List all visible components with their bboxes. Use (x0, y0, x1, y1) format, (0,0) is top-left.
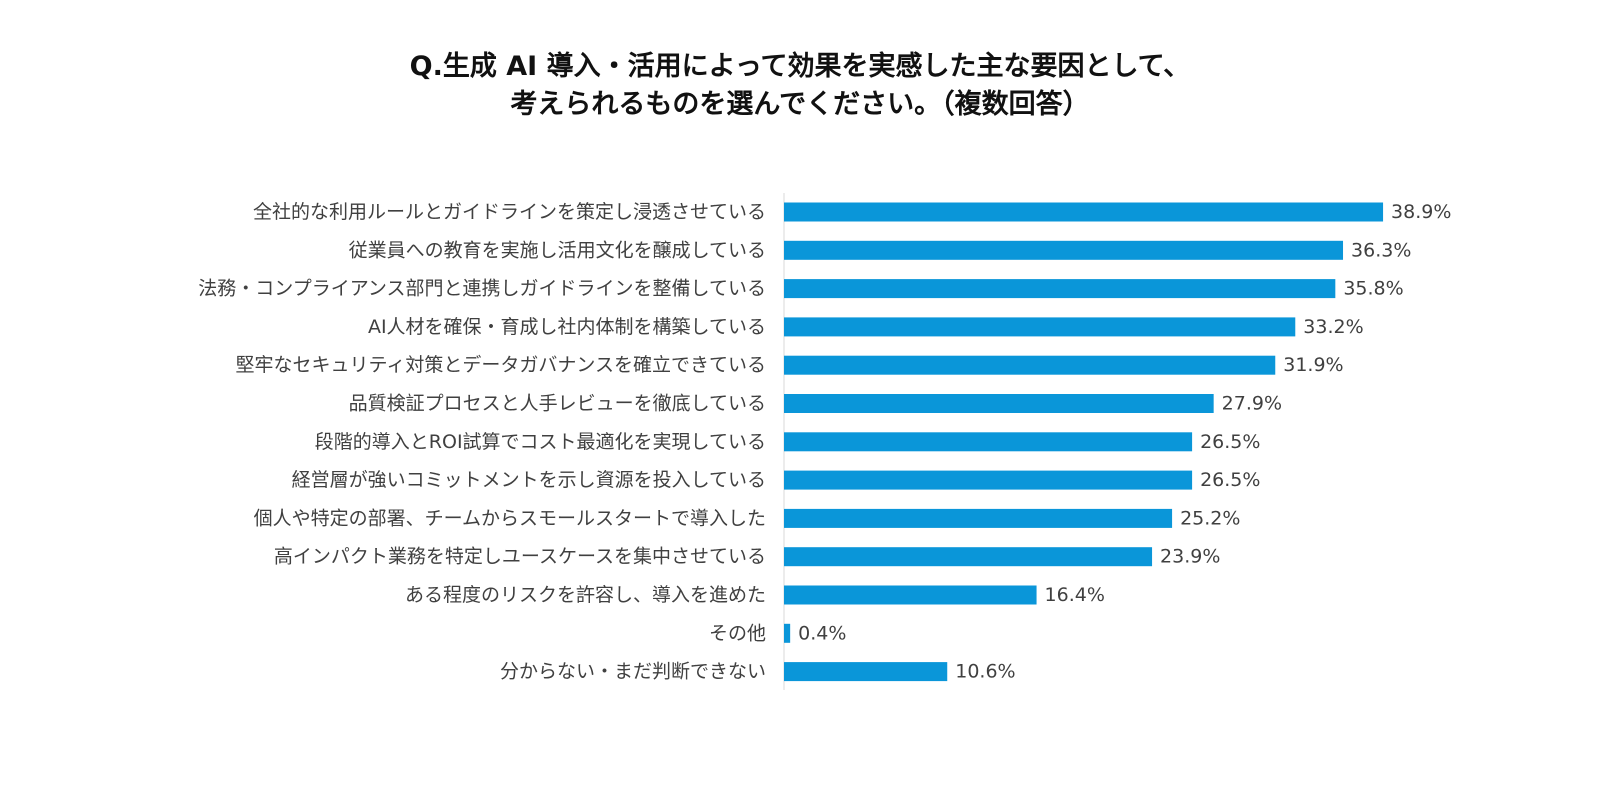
value-label: 10.6% (955, 661, 1015, 683)
bar (784, 202, 1384, 222)
value-label: 0.4% (798, 622, 846, 644)
chart-title-line1: Q.生成 AI 導入・活用によって効果を実感した主な要因として、 (409, 51, 1191, 82)
bar (784, 279, 1336, 299)
value-label: 25.2% (1180, 507, 1240, 529)
category-label: 高インパクト業務を特定しユースケースを集中させている (274, 546, 766, 568)
bar (784, 355, 1276, 375)
value-label: 23.9% (1160, 546, 1220, 568)
value-label: 27.9% (1222, 393, 1282, 415)
value-label: 36.3% (1351, 239, 1411, 261)
category-label: 個人や特定の部署、チームからスモールスタートで導入した (254, 507, 766, 529)
value-label: 16.4% (1045, 584, 1105, 606)
category-label: 品質検証プロセスと人手レビューを徹底している (349, 393, 766, 415)
category-label: 分からない・まだ判断できない (500, 661, 766, 683)
bar (784, 585, 1037, 605)
category-label: 全社的な利用ルールとガイドラインを策定し浸透させている (253, 201, 766, 223)
bar (784, 470, 1193, 490)
value-label: 26.5% (1200, 431, 1260, 453)
category-label: その他 (709, 622, 766, 644)
bar (784, 547, 1153, 567)
category-label: AI人材を確保・育成し社内体制を構築している (368, 316, 766, 338)
bar (784, 394, 1214, 413)
category-label: ある程度のリスクを許容し、導入を進めた (405, 584, 766, 606)
value-label: 33.2% (1303, 316, 1363, 338)
category-label: 堅牢なセキュリティ対策とデータガバナンスを確立できている (236, 354, 766, 376)
category-label: 段階的導入とROI試算でコスト最適化を実現している (315, 431, 766, 453)
value-label: 38.9% (1391, 201, 1451, 223)
category-label: 経営層が強いコミットメントを示し資源を投入している (292, 469, 766, 491)
bar (784, 432, 1193, 452)
bar (784, 623, 791, 643)
bar (784, 240, 1344, 260)
value-label: 26.5% (1200, 469, 1260, 491)
category-label: 従業員への教育を実施し活用文化を醸成している (349, 239, 766, 261)
bar (784, 508, 1173, 528)
bar (784, 317, 1296, 337)
category-label: 法務・コンプライアンス部門と連携しガイドラインを整備している (198, 278, 766, 300)
chart-title-line2: 考えられるものを選んでください。（複数回答） (510, 89, 1090, 120)
value-label: 31.9% (1283, 354, 1343, 376)
bar (784, 662, 948, 682)
value-label: 35.8% (1343, 278, 1403, 300)
chart-title: Q.生成 AI 導入・活用によって効果を実感した主な要因として、 考えられるもの… (0, 48, 1600, 124)
